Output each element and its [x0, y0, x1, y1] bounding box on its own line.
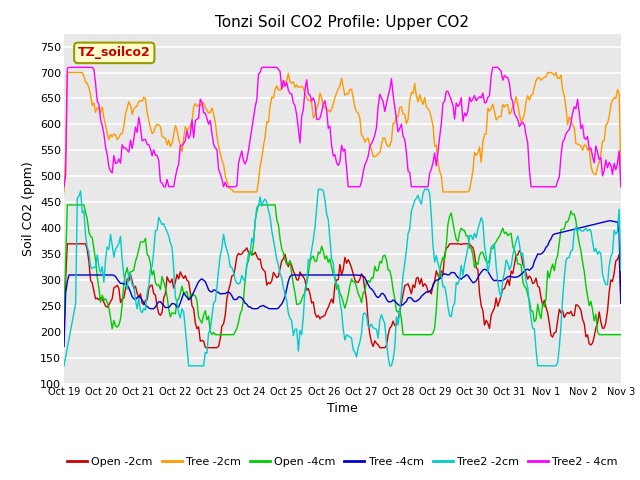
- Title: Tonzi Soil CO2 Profile: Upper CO2: Tonzi Soil CO2 Profile: Upper CO2: [216, 15, 469, 30]
- Text: TZ_soilco2: TZ_soilco2: [78, 47, 150, 60]
- X-axis label: Time: Time: [327, 402, 358, 415]
- Y-axis label: Soil CO2 (ppm): Soil CO2 (ppm): [22, 161, 35, 256]
- Legend: Open -2cm, Tree -2cm, Open -4cm, Tree -4cm, Tree2 -2cm, Tree2 - 4cm: Open -2cm, Tree -2cm, Open -4cm, Tree -4…: [62, 453, 622, 471]
